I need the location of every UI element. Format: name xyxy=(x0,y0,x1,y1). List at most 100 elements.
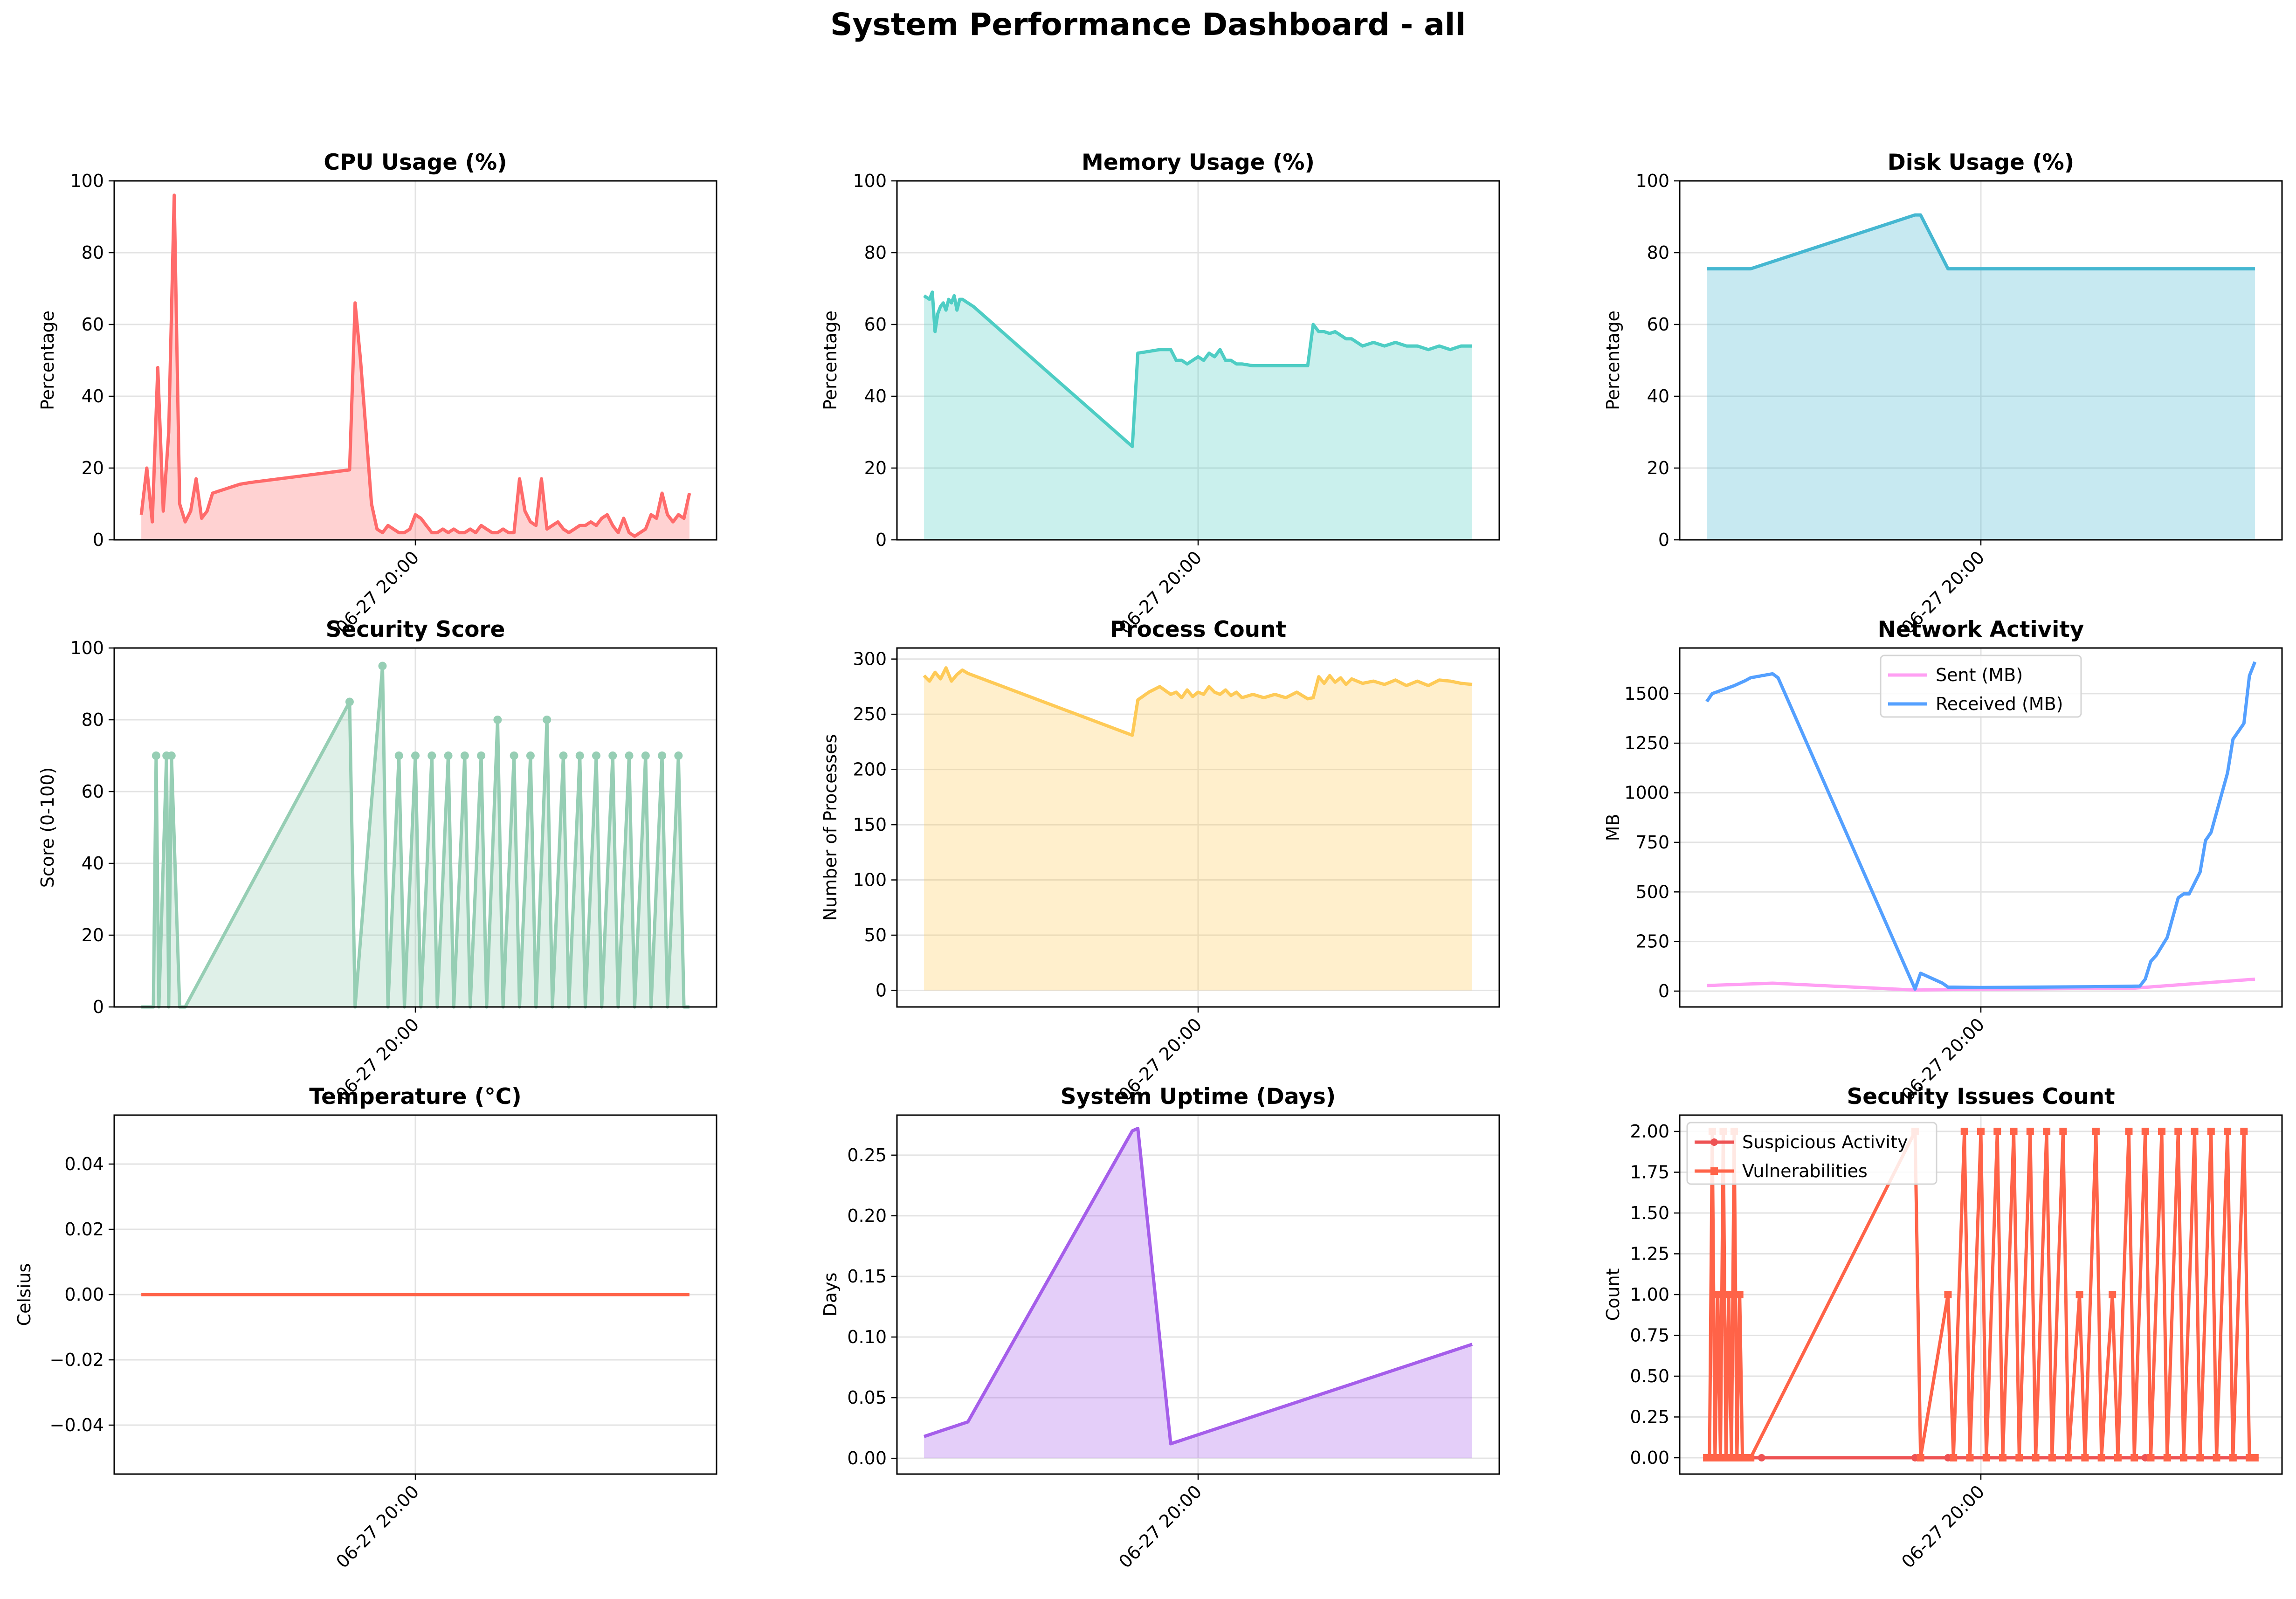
y-tick-label: 50 xyxy=(864,925,887,945)
plot-frame xyxy=(1679,180,2283,541)
data-point xyxy=(2131,1454,2138,1461)
data-point xyxy=(1960,1128,1968,1135)
data-point xyxy=(1950,1454,1958,1461)
data-point xyxy=(2010,1128,2018,1135)
y-tick-label: 60 xyxy=(82,781,104,802)
y-tick-label: 0.05 xyxy=(847,1387,887,1408)
y-tick-label: 1.00 xyxy=(1630,1284,1669,1305)
data-point xyxy=(2207,1128,2215,1135)
data-point xyxy=(674,751,683,760)
data-point xyxy=(575,751,584,760)
legend-marker xyxy=(1710,1138,1718,1146)
data-point xyxy=(1993,1128,2001,1135)
data-point xyxy=(152,751,160,760)
y-tick-label: −0.02 xyxy=(50,1350,104,1370)
data-point xyxy=(394,751,403,760)
data-point xyxy=(510,751,518,760)
data-point xyxy=(2109,1291,2117,1298)
data-point xyxy=(592,751,600,760)
chart-title: Process Count xyxy=(1110,617,1286,642)
legend-label: Received (MB) xyxy=(1936,694,2063,714)
y-tick-label: 0.02 xyxy=(64,1219,104,1240)
data-point xyxy=(2043,1128,2051,1135)
legend-box xyxy=(1686,1122,1937,1185)
y-tick-label: 0 xyxy=(1658,981,1669,1001)
data-point xyxy=(641,751,650,760)
data-point xyxy=(1725,1291,1733,1298)
data-point xyxy=(2032,1454,2040,1461)
x-tick-label: 06-27 20:00 xyxy=(1115,1481,1206,1572)
y-axis-label: Percentage xyxy=(1603,310,1623,410)
y-tick-label: 80 xyxy=(1647,242,1669,263)
y-tick-label: 20 xyxy=(82,458,104,478)
y-tick-label: 1000 xyxy=(1624,783,1669,803)
chart-title: Memory Usage (%) xyxy=(1082,150,1315,175)
data-point xyxy=(444,751,453,760)
legend-label: Sent (MB) xyxy=(1936,665,2023,685)
y-tick-label: 0.25 xyxy=(847,1145,887,1165)
y-tick-label: 80 xyxy=(82,710,104,730)
data-point xyxy=(411,751,420,760)
data-point xyxy=(2163,1454,2171,1461)
data-point xyxy=(543,716,552,724)
series-fill xyxy=(924,292,1472,540)
data-point xyxy=(2158,1128,2165,1135)
series-line xyxy=(923,666,1473,737)
data-point xyxy=(625,751,634,760)
y-tick-label: 250 xyxy=(853,704,887,724)
data-point xyxy=(2224,1128,2232,1135)
y-tick-label: 0.00 xyxy=(64,1284,104,1305)
y-tick-label: 0.00 xyxy=(1630,1447,1669,1468)
y-tick-label: 250 xyxy=(1635,931,1669,952)
data-point xyxy=(1758,1454,1765,1461)
chart-title: System Uptime (Days) xyxy=(1061,1084,1336,1110)
data-point xyxy=(608,751,617,760)
y-tick-label: 0 xyxy=(93,530,104,550)
y-tick-label: 1500 xyxy=(1624,683,1669,704)
series-fill xyxy=(924,668,1472,991)
y-tick-label: 750 xyxy=(1635,832,1669,853)
series-line xyxy=(139,193,691,538)
plot-frame xyxy=(113,1114,717,1475)
data-point xyxy=(345,697,354,706)
y-tick-label: 200 xyxy=(853,759,887,780)
data-point xyxy=(1982,1454,1990,1461)
chart-temperature: Temperature (°C) 0.04 0.02 0.00 −0.02 −0.04 06… xyxy=(14,1084,717,1572)
series-line xyxy=(1707,213,2255,271)
series-fill xyxy=(141,666,689,1007)
plot-frame xyxy=(1679,647,2283,1008)
y-axis-label: Score (0-100) xyxy=(37,767,58,888)
y-tick-label: 0.20 xyxy=(847,1206,887,1226)
y-axis-label: Percentage xyxy=(37,310,58,410)
y-tick-label: 40 xyxy=(1647,386,1669,407)
chart-title: Temperature (°C) xyxy=(309,1084,521,1110)
legend-marker xyxy=(1710,1167,1718,1175)
series-line xyxy=(141,664,689,1009)
data-point xyxy=(1977,1128,1985,1135)
legend-label: Suspicious Activity xyxy=(1742,1132,1908,1152)
y-tick-label: 1250 xyxy=(1624,733,1669,753)
series-line xyxy=(923,1127,1473,1446)
data-point xyxy=(658,751,667,760)
data-point xyxy=(493,716,502,724)
chart-title: Disk Usage (%) xyxy=(1888,150,2075,175)
y-tick-label: 100 xyxy=(853,171,887,191)
y-tick-label: 1.50 xyxy=(1630,1203,1669,1223)
data-point xyxy=(2015,1454,2023,1461)
y-tick-label: 80 xyxy=(82,242,104,263)
data-point xyxy=(2048,1454,2056,1461)
y-tick-label: 100 xyxy=(1635,171,1669,191)
y-tick-label: 150 xyxy=(853,814,887,835)
data-point xyxy=(1999,1454,2007,1461)
data-point xyxy=(378,662,387,670)
y-tick-label: 0 xyxy=(93,997,104,1017)
legend-label: Vulnerabilities xyxy=(1742,1161,1868,1181)
dashboard-title: System Performance Dashboard - all xyxy=(830,7,1466,42)
data-point xyxy=(2196,1454,2204,1461)
y-tick-label: 0.50 xyxy=(1630,1366,1669,1386)
legend-box xyxy=(1880,655,2082,718)
y-tick-label: 60 xyxy=(864,314,887,335)
data-point xyxy=(1917,1454,1924,1461)
